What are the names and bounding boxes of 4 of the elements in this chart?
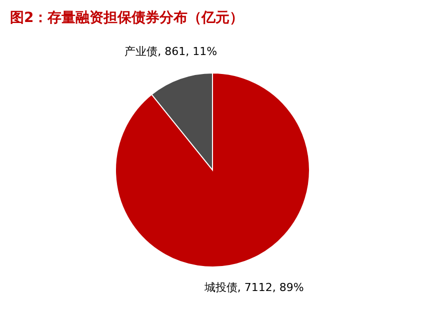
- slice-label: 城投债, 7112, 89%: [203, 280, 304, 294]
- pie-slice: [115, 72, 310, 268]
- slice-label: 产业债, 861, 11%: [124, 45, 218, 58]
- chart-title: 图2：存量融资担保债券分布（亿元）: [10, 10, 244, 26]
